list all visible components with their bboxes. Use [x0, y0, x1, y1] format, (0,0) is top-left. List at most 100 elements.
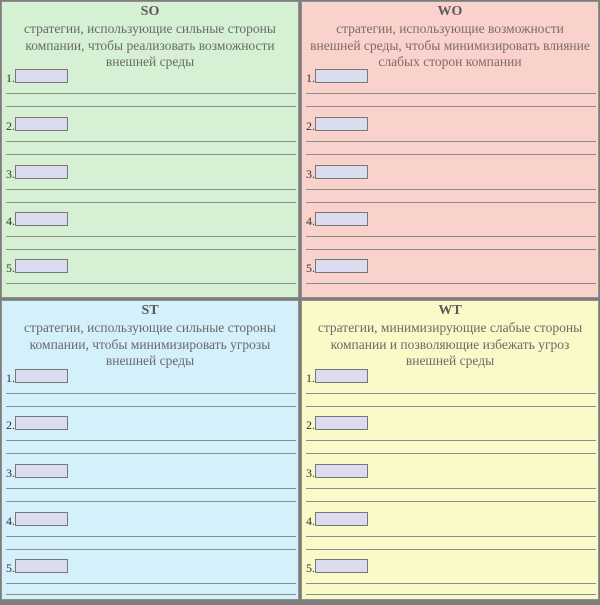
strategy-input[interactable]	[15, 69, 68, 83]
list-item: 5.	[302, 259, 600, 305]
strategy-input[interactable]	[15, 369, 68, 383]
list-item: 3.	[302, 165, 600, 211]
strategy-input[interactable]	[15, 512, 68, 526]
strategy-input[interactable]	[15, 259, 68, 273]
list-item: 1.	[2, 69, 300, 115]
list-item: 1.	[302, 369, 600, 415]
strategy-input[interactable]	[15, 165, 68, 179]
writing-line	[6, 141, 296, 142]
item-number: 1.	[306, 71, 315, 85]
item-number: 3.	[6, 167, 15, 181]
strategy-input[interactable]	[315, 512, 368, 526]
writing-line	[6, 453, 296, 454]
writing-line	[6, 583, 296, 584]
item-number: 4.	[6, 214, 15, 228]
item-number: 5.	[6, 261, 15, 275]
strategy-input[interactable]	[315, 464, 368, 478]
strategy-input[interactable]	[315, 165, 368, 179]
item-number: 1.	[6, 71, 15, 85]
writing-line	[6, 283, 296, 284]
writing-line	[306, 453, 596, 454]
strategy-input[interactable]	[315, 259, 368, 273]
item-number: 4.	[306, 514, 315, 528]
item-number: 5.	[306, 261, 315, 275]
item-number: 5.	[306, 561, 315, 575]
item-number: 2.	[306, 418, 315, 432]
writing-line	[306, 202, 596, 203]
item-number: 4.	[6, 514, 15, 528]
strategy-input[interactable]	[315, 369, 368, 383]
writing-line	[6, 393, 296, 394]
strategy-input[interactable]	[15, 212, 68, 226]
quadrant-st: ST стратегии, использующие сильные сторо…	[1, 300, 299, 600]
strategy-input[interactable]	[315, 559, 368, 573]
quadrant-description: стратегии, минимизирующие слабые стороны…	[317, 320, 583, 368]
writing-line	[306, 141, 596, 142]
writing-line	[6, 189, 296, 190]
writing-line	[306, 93, 596, 94]
list-item: 2.	[302, 117, 600, 163]
strategy-input[interactable]	[315, 69, 368, 83]
writing-line	[6, 488, 296, 489]
quadrant-title: WO	[437, 4, 463, 19]
strategy-input[interactable]	[15, 117, 68, 131]
list-item: 2.	[2, 117, 300, 163]
quadrant-wo: WO стратегии, использующие возможности в…	[301, 1, 599, 298]
list-item: 3.	[302, 464, 600, 510]
item-number: 5.	[6, 561, 15, 575]
strategy-input[interactable]	[15, 416, 68, 430]
writing-line	[306, 501, 596, 502]
item-number: 3.	[306, 466, 315, 480]
list-item: 5.	[2, 259, 300, 305]
list-item: 4.	[2, 212, 300, 258]
list-item: 2.	[302, 416, 600, 462]
list-item: 1.	[302, 69, 600, 115]
item-number: 2.	[6, 418, 15, 432]
strategy-input[interactable]	[15, 559, 68, 573]
writing-line	[6, 106, 296, 107]
quadrant-description: стратегии, использующие сильные стороны …	[24, 320, 276, 368]
list-item: 3.	[2, 464, 300, 510]
list-item: 2.	[2, 416, 300, 462]
list-item: 3.	[2, 165, 300, 211]
writing-line	[6, 249, 296, 250]
strategy-input[interactable]	[315, 416, 368, 430]
writing-line	[6, 501, 296, 502]
writing-line	[6, 440, 296, 441]
item-number: 2.	[306, 119, 315, 133]
list-item: 4.	[302, 512, 600, 558]
strategy-input[interactable]	[315, 212, 368, 226]
item-number: 4.	[306, 214, 315, 228]
item-number: 1.	[306, 371, 315, 385]
writing-line	[6, 236, 296, 237]
writing-line	[306, 536, 596, 537]
writing-line	[6, 202, 296, 203]
writing-line	[306, 154, 596, 155]
writing-line	[306, 393, 596, 394]
writing-line	[306, 583, 596, 584]
quadrant-title: ST	[141, 303, 159, 318]
strategy-input[interactable]	[315, 117, 368, 131]
list-item: 4.	[302, 212, 600, 258]
strategy-input[interactable]	[15, 464, 68, 478]
list-item: 4.	[2, 512, 300, 558]
writing-line	[306, 594, 596, 595]
writing-line	[6, 93, 296, 94]
writing-line	[6, 594, 296, 595]
writing-line	[306, 249, 596, 250]
writing-line	[6, 406, 296, 407]
quadrant-title: WT	[438, 303, 462, 318]
item-number: 3.	[306, 167, 315, 181]
writing-line	[6, 154, 296, 155]
list-item: 5.	[2, 559, 300, 605]
writing-line	[6, 549, 296, 550]
writing-line	[306, 488, 596, 489]
writing-line	[306, 236, 596, 237]
writing-line	[306, 406, 596, 407]
quadrant-so: SO стратегии, использующие сильные сторо…	[1, 1, 299, 298]
item-number: 3.	[6, 466, 15, 480]
writing-line	[306, 549, 596, 550]
item-number: 1.	[6, 371, 15, 385]
item-number: 2.	[6, 119, 15, 133]
